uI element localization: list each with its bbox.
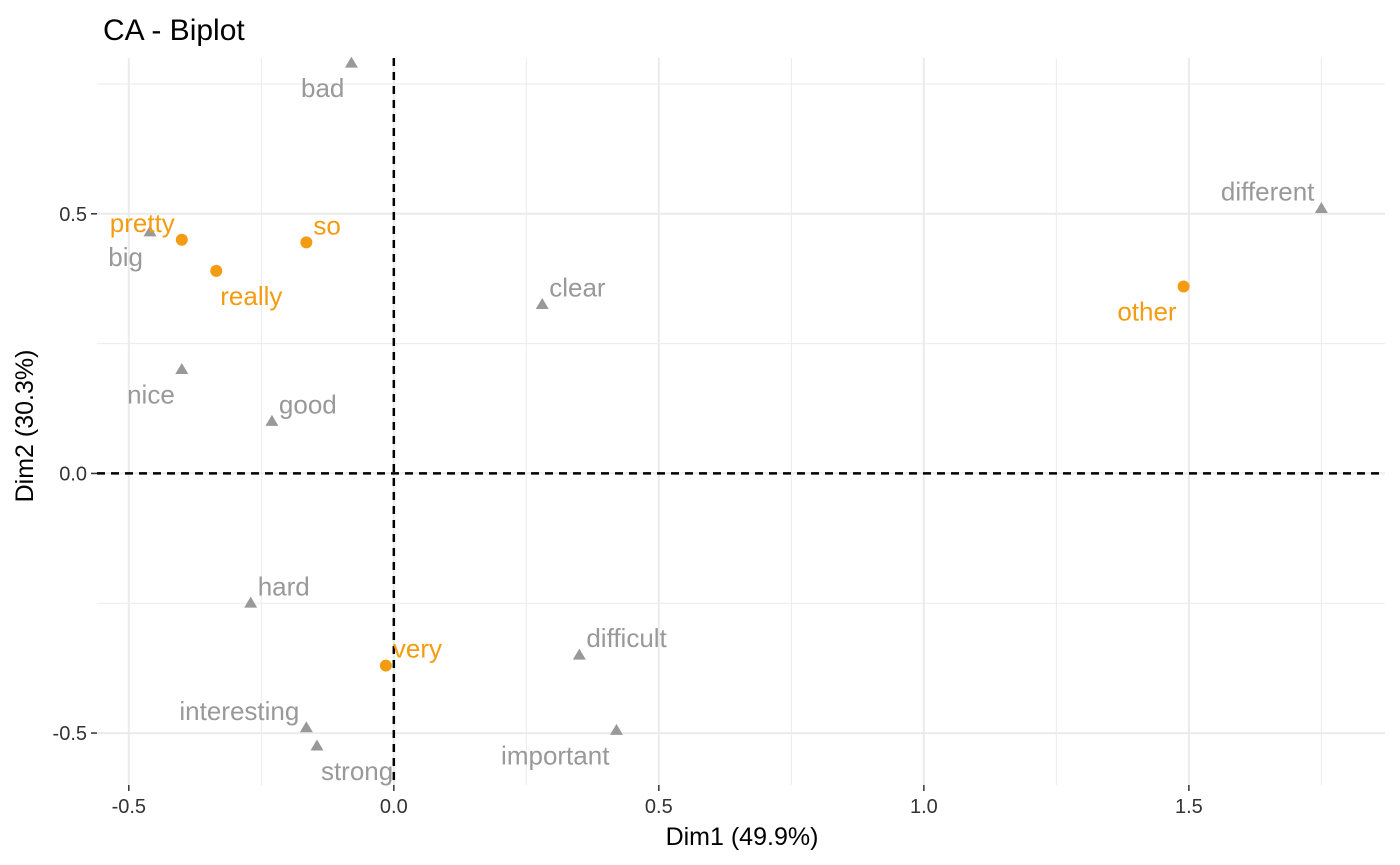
x-tick-label: 0.0 (380, 796, 408, 818)
point-label-row: very (393, 634, 442, 664)
point-col (609, 723, 623, 735)
point-col (344, 56, 358, 68)
point-row (175, 233, 188, 246)
point-row (210, 264, 223, 277)
point-label-col: nice (127, 380, 175, 410)
x-tick-label: 1.5 (1175, 796, 1203, 818)
data-points (143, 56, 1328, 751)
point-col (143, 225, 157, 237)
point-label-col: difficult (586, 623, 667, 653)
point-label-col: interesting (179, 696, 299, 726)
point-row (379, 659, 392, 672)
x-axis-title: Dim1 (49.9%) (666, 823, 819, 851)
point-label-col: bad (301, 73, 344, 103)
x-axis-ticks: -0.5 0.0 0.5 1.0 1.5 (112, 785, 1203, 818)
point-row (300, 236, 313, 249)
point-label-col: clear (549, 273, 606, 303)
point-col (535, 298, 549, 310)
point-label-col: strong (321, 756, 393, 786)
x-tick-label: -0.5 (112, 796, 146, 818)
grid-minor (97, 58, 1385, 785)
point-col (310, 739, 324, 751)
point-label-row: pretty (110, 208, 175, 238)
point-label-col: different (1221, 177, 1315, 207)
reference-lines (97, 58, 1385, 785)
y-tick-label: 0.0 (59, 463, 87, 485)
point-label-col: important (501, 740, 610, 770)
point-label-row: so (313, 210, 340, 240)
point-label-row: really (220, 281, 282, 311)
y-axis-ticks: -0.5 0.0 0.5 (53, 204, 97, 745)
point-row (1177, 280, 1190, 293)
point-col (265, 414, 279, 426)
point-labels: pretty so really other very bad different big cl… (108, 73, 1315, 786)
point-label-col: big (108, 242, 143, 272)
grid-major (97, 58, 1385, 785)
point-col (299, 721, 313, 733)
point-col (1314, 201, 1328, 213)
point-col (175, 362, 189, 374)
x-tick-label: 0.5 (645, 796, 673, 818)
chart-title: CA - Biplot (103, 14, 245, 47)
point-label-row: other (1117, 296, 1177, 326)
point-label-col: good (279, 390, 337, 420)
point-label-col: hard (258, 571, 310, 601)
point-col (244, 596, 258, 608)
y-tick-label: -0.5 (53, 723, 87, 745)
y-axis-title: Dim2 (30.3%) (11, 350, 39, 503)
y-tick-label: 0.5 (59, 204, 87, 226)
x-tick-label: 1.0 (910, 796, 938, 818)
point-col (572, 648, 586, 660)
